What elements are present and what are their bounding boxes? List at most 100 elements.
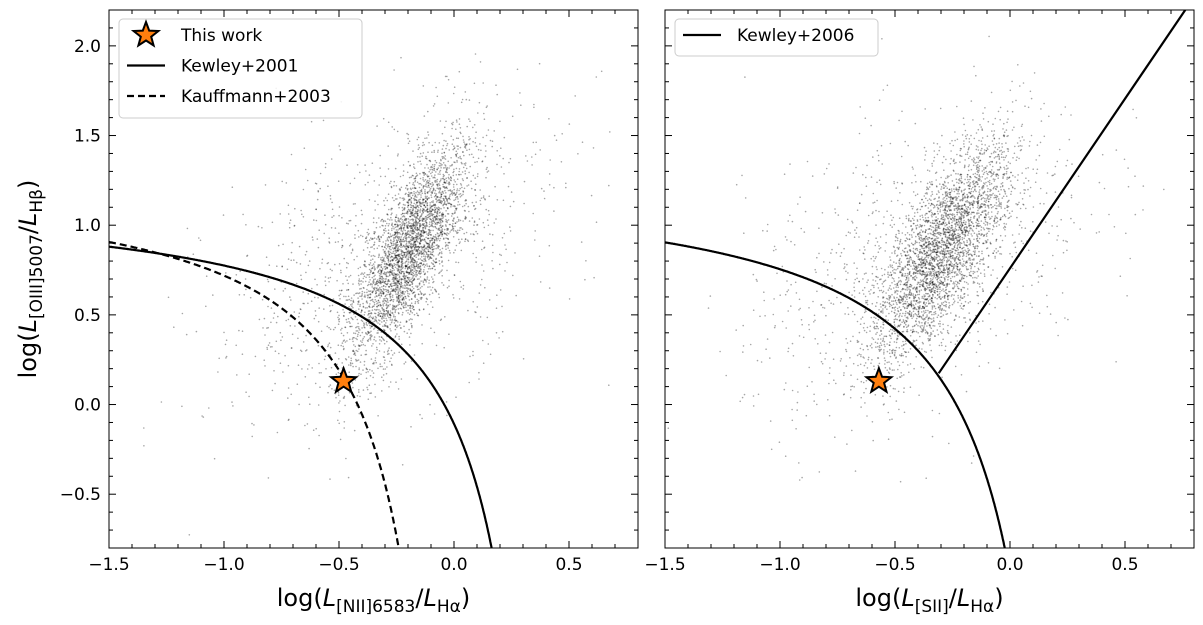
data-point: [396, 241, 398, 244]
data-point: [390, 208, 392, 211]
data-point: [378, 281, 380, 284]
data-point: [433, 188, 435, 190]
data-point: [410, 191, 413, 194]
data-point: [415, 191, 417, 194]
data-point: [380, 220, 382, 222]
data-point: [379, 288, 381, 290]
data-point: [413, 178, 416, 180]
data-point: [424, 210, 426, 212]
data-point: [360, 283, 362, 285]
data-point: [418, 228, 420, 231]
data-point: [248, 373, 250, 376]
data-point: [387, 168, 390, 170]
data-point: [427, 191, 429, 193]
data-point: [397, 261, 399, 263]
data-point: [397, 249, 400, 252]
data-point: [407, 295, 409, 297]
data-point: [853, 282, 855, 284]
data-point: [391, 320, 393, 322]
data-point: [365, 367, 368, 370]
data-point: [406, 226, 409, 229]
data-point: [414, 177, 416, 180]
data-point: [281, 180, 284, 183]
data-point: [408, 295, 410, 298]
data-point: [384, 220, 387, 222]
data-point: [425, 281, 428, 283]
data-point: [423, 273, 426, 276]
data-point: [380, 289, 382, 291]
this-work-star: [328, 365, 359, 394]
data-point: [413, 191, 415, 193]
data-point: [430, 253, 432, 255]
data-point: [421, 239, 424, 241]
data-point: [369, 392, 371, 395]
data-point: [393, 69, 395, 71]
data-point: [400, 250, 403, 253]
data-point: [460, 101, 463, 104]
data-point: [382, 337, 384, 340]
data-point: [369, 375, 372, 377]
data-point: [404, 256, 407, 259]
data-point: [406, 252, 409, 254]
data-point: [424, 273, 426, 276]
data-point: [411, 174, 414, 177]
data-point: [882, 308, 884, 310]
data-point: [379, 304, 382, 306]
data-point: [443, 237, 445, 240]
data-point: [384, 242, 387, 245]
data-point: [425, 231, 428, 233]
data-point: [423, 293, 425, 296]
data-point: [458, 174, 461, 176]
data-point: [889, 264, 891, 266]
data-point: [970, 188, 973, 190]
data-point: [448, 333, 450, 336]
data-point: [942, 274, 945, 276]
data-point: [394, 310, 397, 312]
data-point: [314, 296, 316, 299]
data-point: [426, 198, 429, 200]
data-point: [410, 261, 413, 263]
data-point: [412, 274, 415, 277]
data-point: [466, 239, 469, 241]
data-point: [447, 228, 450, 230]
data-point: [418, 253, 420, 256]
data-point: [384, 359, 386, 362]
data-point: [548, 173, 551, 175]
data-point: [387, 193, 390, 195]
data-point: [429, 247, 431, 250]
data-point: [470, 187, 473, 190]
data-point: [438, 184, 441, 186]
data-point: [371, 299, 373, 301]
data-point: [405, 239, 408, 242]
data-point: [384, 280, 387, 283]
data-point: [441, 233, 444, 236]
data-point: [407, 142, 410, 145]
data-point: [444, 215, 447, 217]
data-point: [350, 316, 353, 319]
data-point: [411, 283, 414, 285]
data-point: [225, 272, 227, 274]
data-point: [414, 187, 416, 190]
data-point: [401, 209, 404, 212]
data-point: [433, 238, 436, 241]
data-point: [880, 306, 882, 308]
data-point: [361, 331, 364, 334]
data-point: [400, 227, 402, 229]
data-point: [418, 200, 421, 203]
data-point: [424, 137, 426, 140]
data-point: [465, 143, 468, 146]
data-point: [241, 353, 244, 356]
data-point: [414, 187, 417, 190]
data-point: [456, 159, 458, 162]
data-point: [334, 263, 336, 266]
data-point: [447, 213, 450, 215]
data-point: [394, 273, 396, 275]
data-point: [445, 203, 448, 205]
data-point: [365, 377, 368, 380]
data-point: [386, 306, 389, 309]
data-point: [973, 271, 976, 273]
data-point: [483, 246, 486, 249]
data-point: [392, 300, 395, 303]
data-point: [345, 299, 348, 301]
data-point: [394, 263, 397, 266]
